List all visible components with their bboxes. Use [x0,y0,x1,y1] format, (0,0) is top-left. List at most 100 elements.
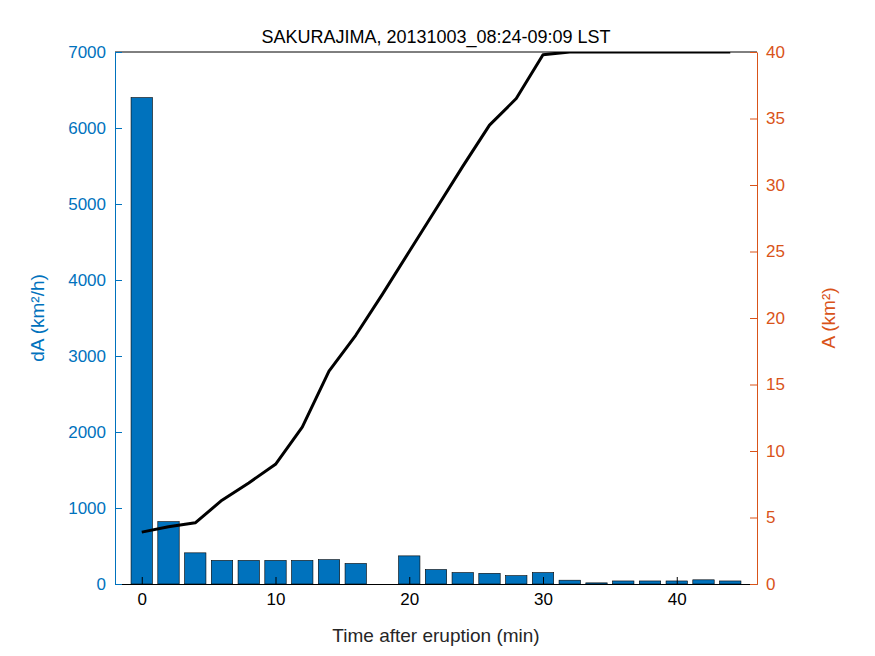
bar [345,563,366,584]
tick: 30 [534,577,553,609]
tick: 0 [750,575,775,594]
chart: 0 10 20 30 40 0 1000 2000 3000 4000 5000 6000 7000 0 5… [0,0,875,656]
tick-mark [115,356,122,357]
bar [693,580,714,584]
tick-mark [142,577,143,584]
tick-label: 5000 [68,195,106,214]
bar [425,570,446,584]
tick-label: 0 [766,575,775,594]
bar [586,583,607,584]
tick: 7000 [68,43,122,62]
tick-label: 1000 [68,499,106,518]
tick-mark [750,385,757,386]
tick-label: 7000 [68,43,106,62]
tick-label: 0 [138,590,147,609]
bar [399,556,420,584]
tick-mark [115,432,122,433]
tick-label: 15 [766,375,785,394]
tick-mark [543,577,544,584]
tick-mark [750,518,757,519]
tick-label: 5 [766,508,775,527]
tick: 4000 [68,271,122,290]
tick-label: 3000 [68,347,106,366]
tick-mark [115,584,122,585]
tick-mark [409,577,410,584]
bar [559,580,580,584]
y2-axis-label: A (km²) [818,287,839,348]
axis: 0 1000 2000 3000 4000 5000 6000 7000 [68,43,122,594]
axis-line [757,53,758,585]
axis: 0 10 20 30 40 [116,577,758,609]
bar [211,560,232,584]
tick-label: 6000 [68,119,106,138]
bar [185,553,206,584]
tick-label: 25 [766,242,785,261]
tick-mark [750,318,757,319]
tick-mark [750,584,757,585]
tick: 25 [750,242,785,261]
tick: 10 [267,577,286,609]
tick: 40 [750,43,785,62]
tick-label: 30 [534,590,553,609]
tick-mark [115,204,122,205]
tick: 40 [668,577,687,609]
tick: 10 [750,442,785,461]
bar [639,581,660,584]
tick-mark [115,52,122,53]
tick: 3000 [68,347,122,366]
tick-label: 35 [766,109,785,128]
bar [479,573,500,584]
tick-mark [750,451,757,452]
axis-line [115,53,116,585]
tick: 15 [750,375,785,394]
tick-mark [677,577,678,584]
tick: 6000 [68,119,122,138]
tick: 20 [750,309,785,328]
plot-area [131,52,741,584]
tick-mark [115,128,122,129]
tick: 20 [400,577,419,609]
tick-label: 40 [668,590,687,609]
tick: 30 [750,176,785,195]
tick-label: 30 [766,176,785,195]
tick-label: 20 [766,309,785,328]
bar [452,573,473,584]
tick-mark [750,185,757,186]
tick: 5 [750,508,775,527]
bar [158,522,179,584]
bar [613,581,634,584]
tick-label: 20 [400,590,419,609]
x-axis-label: Time after eruption (min) [332,625,539,646]
tick-mark [276,577,277,584]
bar [238,560,259,584]
tick-label: 2000 [68,423,106,442]
axis: 0 5 10 15 20 25 30 35 40 [750,43,785,594]
tick-mark [750,252,757,253]
tick-label: 0 [97,575,106,594]
y-axis-label: dA (km²/h) [27,274,48,362]
tick: 0 [138,577,147,609]
axis-line [116,584,758,585]
tick-mark [750,119,757,120]
tick: 35 [750,109,785,128]
bar [265,560,286,584]
bar [506,576,527,584]
title: SAKURAJIMA, 20131003_08:24-09:09 LST [261,27,610,48]
bar [532,573,553,584]
bar [292,560,313,584]
tick: 0 [97,575,122,594]
tick-mark [115,280,122,281]
tick-label: 40 [766,43,785,62]
frame [115,52,757,53]
bar [131,98,152,584]
tick-mark [115,508,122,509]
tick-label: 10 [267,590,286,609]
bar [720,581,741,584]
bar [318,560,339,584]
tick: 2000 [68,423,122,442]
tick-mark [750,52,757,53]
line [142,52,731,532]
tick: 5000 [68,195,122,214]
tick: 1000 [68,499,122,518]
tick-label: 4000 [68,271,106,290]
